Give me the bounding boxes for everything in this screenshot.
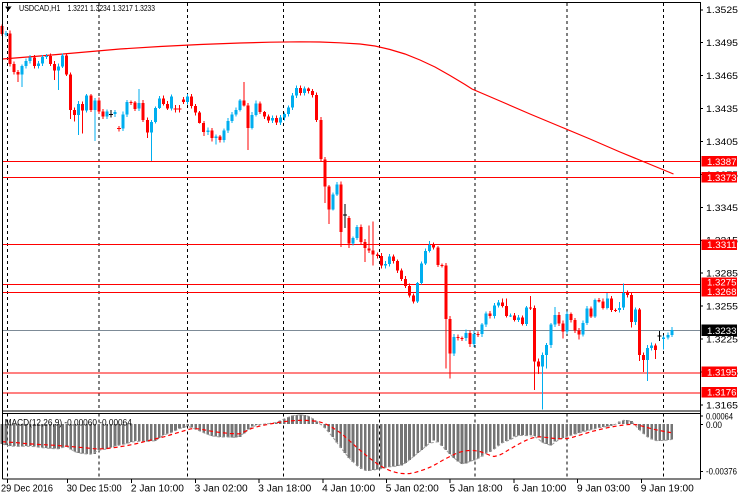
svg-text:3 Jan 18:00: 3 Jan 18:00 xyxy=(258,483,311,494)
svg-text:6 Jan 10:00: 6 Jan 10:00 xyxy=(513,483,566,494)
svg-text:1.3268: 1.3268 xyxy=(707,287,737,297)
svg-text:1.3275: 1.3275 xyxy=(707,278,737,288)
svg-text:1.3345: 1.3345 xyxy=(706,203,738,213)
svg-text:1.3435: 1.3435 xyxy=(706,104,738,114)
svg-text:0.00: 0.00 xyxy=(706,420,722,430)
svg-text:1.3285: 1.3285 xyxy=(706,269,738,279)
svg-text:30 Dec 15:00: 30 Dec 15:00 xyxy=(67,483,122,494)
svg-text:1.3465: 1.3465 xyxy=(706,71,738,81)
svg-text:5 Jan 02:00: 5 Jan 02:00 xyxy=(386,483,439,494)
svg-text:1.3255: 1.3255 xyxy=(706,302,738,312)
svg-text:2 Jan 10:00: 2 Jan 10:00 xyxy=(131,483,184,494)
svg-text:1.3405: 1.3405 xyxy=(706,137,738,147)
svg-text:1.3217: 1.3217 xyxy=(112,4,133,13)
svg-text:1.3165: 1.3165 xyxy=(706,400,738,410)
svg-text:1.3176: 1.3176 xyxy=(707,388,737,398)
svg-text:MACD(12,26,9) -0.00060 -0.0006: MACD(12,26,9) -0.00060 -0.00064 xyxy=(5,417,132,427)
svg-text:9 Jan 19:00: 9 Jan 19:00 xyxy=(641,483,694,494)
svg-text:1.3311: 1.3311 xyxy=(707,240,737,250)
svg-text:1.3373: 1.3373 xyxy=(707,173,737,183)
svg-text:1.3195: 1.3195 xyxy=(707,367,737,377)
svg-text:5 Jan 18:00: 5 Jan 18:00 xyxy=(450,483,503,494)
svg-text:USDCAD,H1: USDCAD,H1 xyxy=(19,4,61,13)
svg-text:4 Jan 10:00: 4 Jan 10:00 xyxy=(322,483,375,494)
svg-text:29 Dec 2016: 29 Dec 2016 xyxy=(1,483,53,494)
svg-text:1.3387: 1.3387 xyxy=(707,157,737,167)
svg-text:1.3233: 1.3233 xyxy=(135,4,156,13)
svg-text:1.3225: 1.3225 xyxy=(706,335,738,345)
svg-text:1.3221: 1.3221 xyxy=(68,4,89,13)
svg-text:-0.00376: -0.00376 xyxy=(706,467,737,477)
svg-text:1.3525: 1.3525 xyxy=(706,5,738,15)
svg-text:1.3234: 1.3234 xyxy=(90,4,111,13)
svg-text:1.3233: 1.3233 xyxy=(707,326,737,336)
svg-text:0.00064: 0.00064 xyxy=(706,411,733,421)
svg-text:9 Jan 03:00: 9 Jan 03:00 xyxy=(577,483,630,494)
svg-text:3 Jan 02:00: 3 Jan 02:00 xyxy=(195,483,248,494)
svg-text:1.3495: 1.3495 xyxy=(706,38,738,48)
